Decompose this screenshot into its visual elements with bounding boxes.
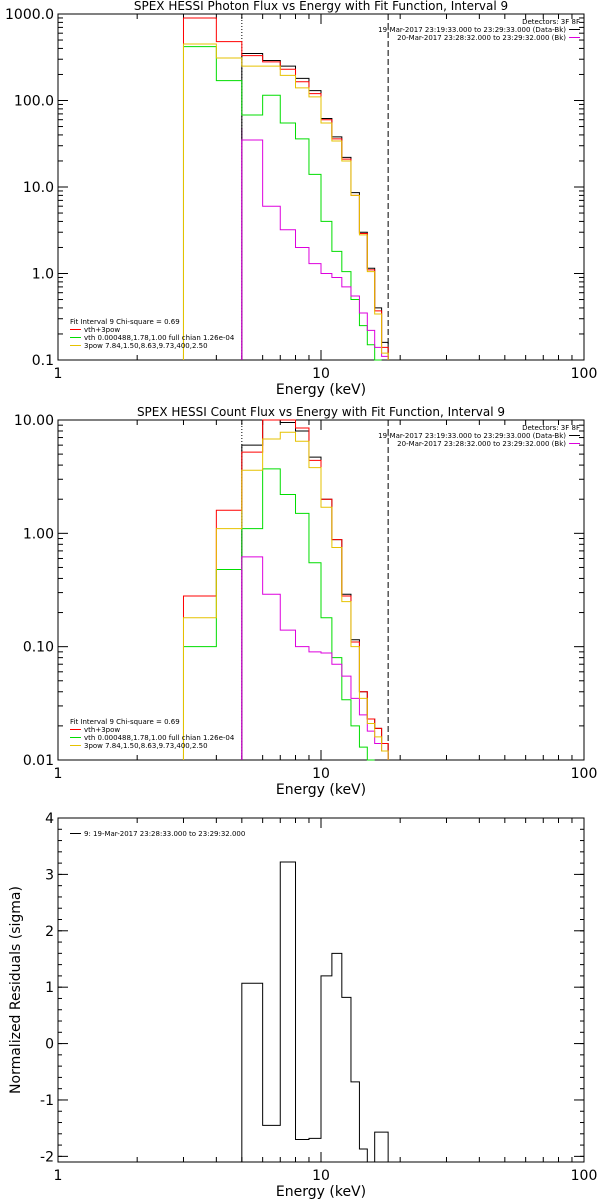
legend-entry-text: vth 0.000488,1.78,1.00 full chian 1.26e-…: [84, 734, 235, 742]
legend-header: Fit Interval 9 Chi-square = 0.69: [70, 718, 180, 726]
y-tick-label: 1.00: [23, 526, 54, 542]
chart-title: SPEX HESSI Photon Flux vs Energy with Fi…: [134, 0, 508, 13]
y-axis-label: Normalized Residuals (sigma): [8, 886, 24, 1094]
y-tick-label: 4: [45, 811, 54, 827]
y-tick-label: 1: [45, 980, 54, 996]
x-tick-label: 100: [571, 1168, 598, 1184]
series-vth-line: [182, 46, 382, 361]
y-tick-label: 100.0: [14, 94, 54, 110]
panel-3: Energy (keV) Normalized Residuals (sigma)…: [8, 811, 597, 1200]
legend-entry-text: 20-Mar-2017 23:28:32.000 to 23:29:32.000…: [397, 34, 566, 42]
legend-bl: Fit Interval 9 Chi-square = 0.69vth+3pow…: [70, 718, 235, 750]
x-axis-label: Energy (keV): [276, 382, 366, 398]
legend-header: Detectors: 3F 8F: [522, 424, 580, 432]
legend-entry-text: vth 0.000488,1.78,1.00 full chian 1.26e-…: [84, 334, 235, 342]
legend-entry-text: 20-Mar-2017 23:28:32.000 to 23:29:32.000…: [397, 440, 566, 448]
legend-entry-text: 9: 19-Mar-2017 23:28:33.000 to 23:29:32.…: [84, 830, 245, 838]
y-tick-label: 1000.0: [5, 7, 54, 23]
y-tick-label: 3: [45, 867, 54, 883]
legend-entry-text: 19-Mar-2017 23:19:33.000 to 23:29:33.000…: [378, 432, 566, 440]
y-tick-label: -2: [40, 1149, 54, 1165]
y-tick-label: 0.01: [23, 753, 54, 769]
panel-1: SPEX HESSI Photon Flux vs Energy with Fi…: [5, 0, 597, 398]
y-tick-label: 2: [45, 924, 54, 940]
legend-entry-text: 19-Mar-2017 23:19:33.000 to 23:29:33.000…: [378, 26, 566, 34]
x-tick-label: 100: [571, 366, 598, 382]
y-tick-label: 0.10: [23, 640, 54, 656]
y-tick-label: 10.0: [23, 180, 54, 196]
y-tick-label: 1.0: [32, 267, 54, 283]
y-tick-label: -1: [40, 1093, 54, 1109]
legend-header: Detectors: 3F 8F: [522, 18, 580, 26]
series-pow-line: [241, 556, 389, 760]
legend-bl: Fit Interval 9 Chi-square = 0.69vth+3pow…: [70, 318, 235, 350]
legend-entry-text: vth+3pow: [84, 726, 120, 734]
series-fit-line: [182, 431, 389, 760]
x-tick-label: 100: [571, 766, 598, 782]
series-bk-line: [182, 419, 389, 760]
x-tick-label: 1: [54, 366, 63, 382]
x-axis-label: Energy (keV): [276, 1184, 366, 1200]
x-tick-label: 10: [312, 366, 330, 382]
legend-entry-text: vth+3pow: [84, 326, 120, 334]
panel-2: SPEX HESSI Count Flux vs Energy with Fit…: [14, 405, 597, 798]
x-tick-label: 10: [312, 766, 330, 782]
series-total-line: [241, 52, 389, 360]
x-tick-label: 10: [312, 1168, 330, 1184]
x-tick-label: 1: [54, 766, 63, 782]
y-tick-label: 0: [45, 1037, 54, 1053]
legend-tl: 9: 19-Mar-2017 23:28:33.000 to 23:29:32.…: [70, 830, 245, 838]
legend-entry-text: 3pow 7.84,1.50,8.63,9.73,400,2.50: [84, 742, 208, 750]
series-vth-line: [182, 468, 375, 761]
chart-title: SPEX HESSI Count Flux vs Energy with Fit…: [137, 405, 505, 419]
series-fit-line: [182, 43, 389, 360]
series-total-line: [241, 419, 389, 760]
series-total-line: [241, 861, 389, 1163]
y-tick-label: 0.1: [32, 353, 54, 369]
series-bk-line: [182, 17, 389, 360]
x-tick-label: 1: [54, 1168, 63, 1184]
series-pow-line: [241, 139, 389, 360]
y-tick-label: 10.00: [14, 413, 54, 429]
x-axis-label: Energy (keV): [276, 782, 366, 798]
legend-entry-text: 3pow 7.84,1.50,8.63,9.73,400,2.50: [84, 342, 208, 350]
legend-header: Fit Interval 9 Chi-square = 0.69: [70, 318, 180, 326]
